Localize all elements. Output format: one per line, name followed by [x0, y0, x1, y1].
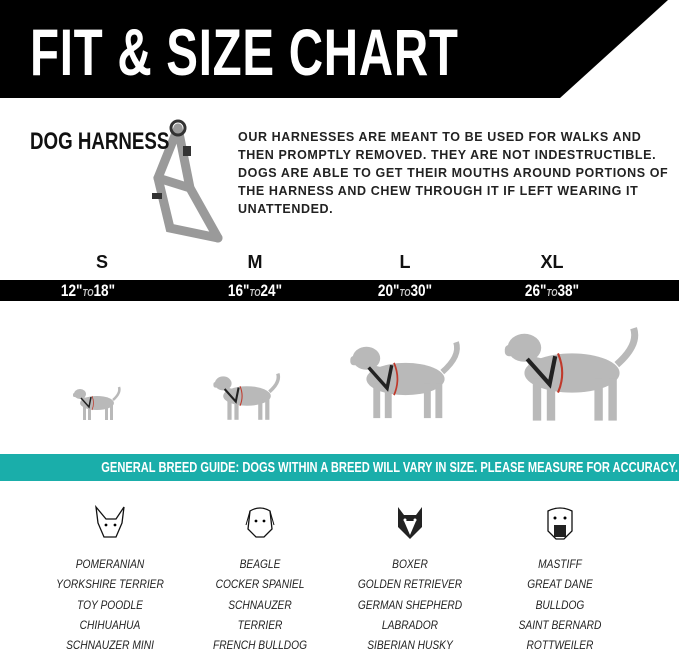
breed-item: TERRIER — [237, 617, 283, 632]
breed-item: SCHNAUZER — [228, 597, 292, 612]
breed-item: COCKER SPANIEL — [215, 577, 305, 592]
dog-illustrations — [71, 305, 679, 453]
mastiff-face-icon — [547, 507, 573, 540]
size-label-xl: XL — [540, 252, 564, 272]
size-label-m: M — [247, 252, 263, 272]
breed-column-m: BEAGLE COCKER SPANIEL SCHNAUZER TERRIER FREN… — [175, 505, 345, 655]
husky-face-icon — [398, 507, 422, 539]
breed-item: SIBERIAN HUSKY — [367, 638, 453, 653]
dog-medium — [211, 371, 281, 422]
breed-column-l: BOXER GOLDEN RETRIEVER GERMAN SHEPHERD LABR… — [325, 505, 495, 655]
breed-item: LABRADOR — [381, 617, 439, 632]
breed-item: GERMAN SHEPHERD — [357, 597, 463, 612]
header-banner — [0, 0, 668, 98]
breed-item: TOY POODLE — [77, 597, 143, 612]
breed-item: FRENCH BULLDOG — [212, 638, 308, 653]
dog-xlarge — [505, 328, 635, 420]
breed-guide-banner: GENERAL BREED GUIDE: DOGS WITHIN A BREED… — [0, 454, 679, 481]
range-bar — [0, 280, 679, 301]
range-xl: 26"TO38" — [524, 281, 580, 300]
product-name: DOG HARNESS — [30, 128, 170, 155]
range-s: 12"TO18" — [60, 281, 116, 300]
range-m: 16"TO24" — [227, 281, 283, 300]
breed-column-xl: MASTIFF GREAT DANE BULLDOG SAINT BERNARD ROT… — [475, 505, 645, 655]
breed-item: POMERANIAN — [75, 557, 145, 571]
breed-item: BOXER — [392, 557, 428, 571]
breed-item: YORKSHIRE TERRIER — [56, 577, 164, 592]
breed-item: CHIHUAHUA — [79, 617, 141, 632]
range-l: 20"TO30" — [377, 281, 433, 300]
breed-item: SCHNAUZER MINI — [66, 638, 154, 653]
size-label-l: L — [399, 252, 411, 272]
page-title: FIT & SIZE CHART — [30, 15, 459, 89]
breed-item: GOLDEN RETRIEVER — [357, 577, 463, 592]
breed-item: ROTTWEILER — [526, 638, 594, 653]
size-label-s: S — [95, 252, 108, 272]
product-warning: OUR HARNESSES ARE MEANT TO BE USED FOR W… — [238, 130, 669, 216]
dog-large — [350, 342, 457, 418]
breed-item: SAINT BERNARD — [518, 617, 602, 632]
breed-item: BEAGLE — [239, 557, 281, 571]
breed-item: MASTIFF — [538, 557, 582, 571]
harness-image — [152, 119, 223, 243]
breed-item: GREAT DANE — [527, 577, 593, 592]
breed-column-s: POMERANIAN YORKSHIRE TERRIER TOY POODLE CHI… — [25, 504, 195, 655]
breed-item: BULLDOG — [535, 597, 585, 612]
chihuahua-face-icon — [95, 504, 125, 538]
dog-small — [71, 385, 121, 422]
beagle-face-icon — [245, 507, 275, 538]
